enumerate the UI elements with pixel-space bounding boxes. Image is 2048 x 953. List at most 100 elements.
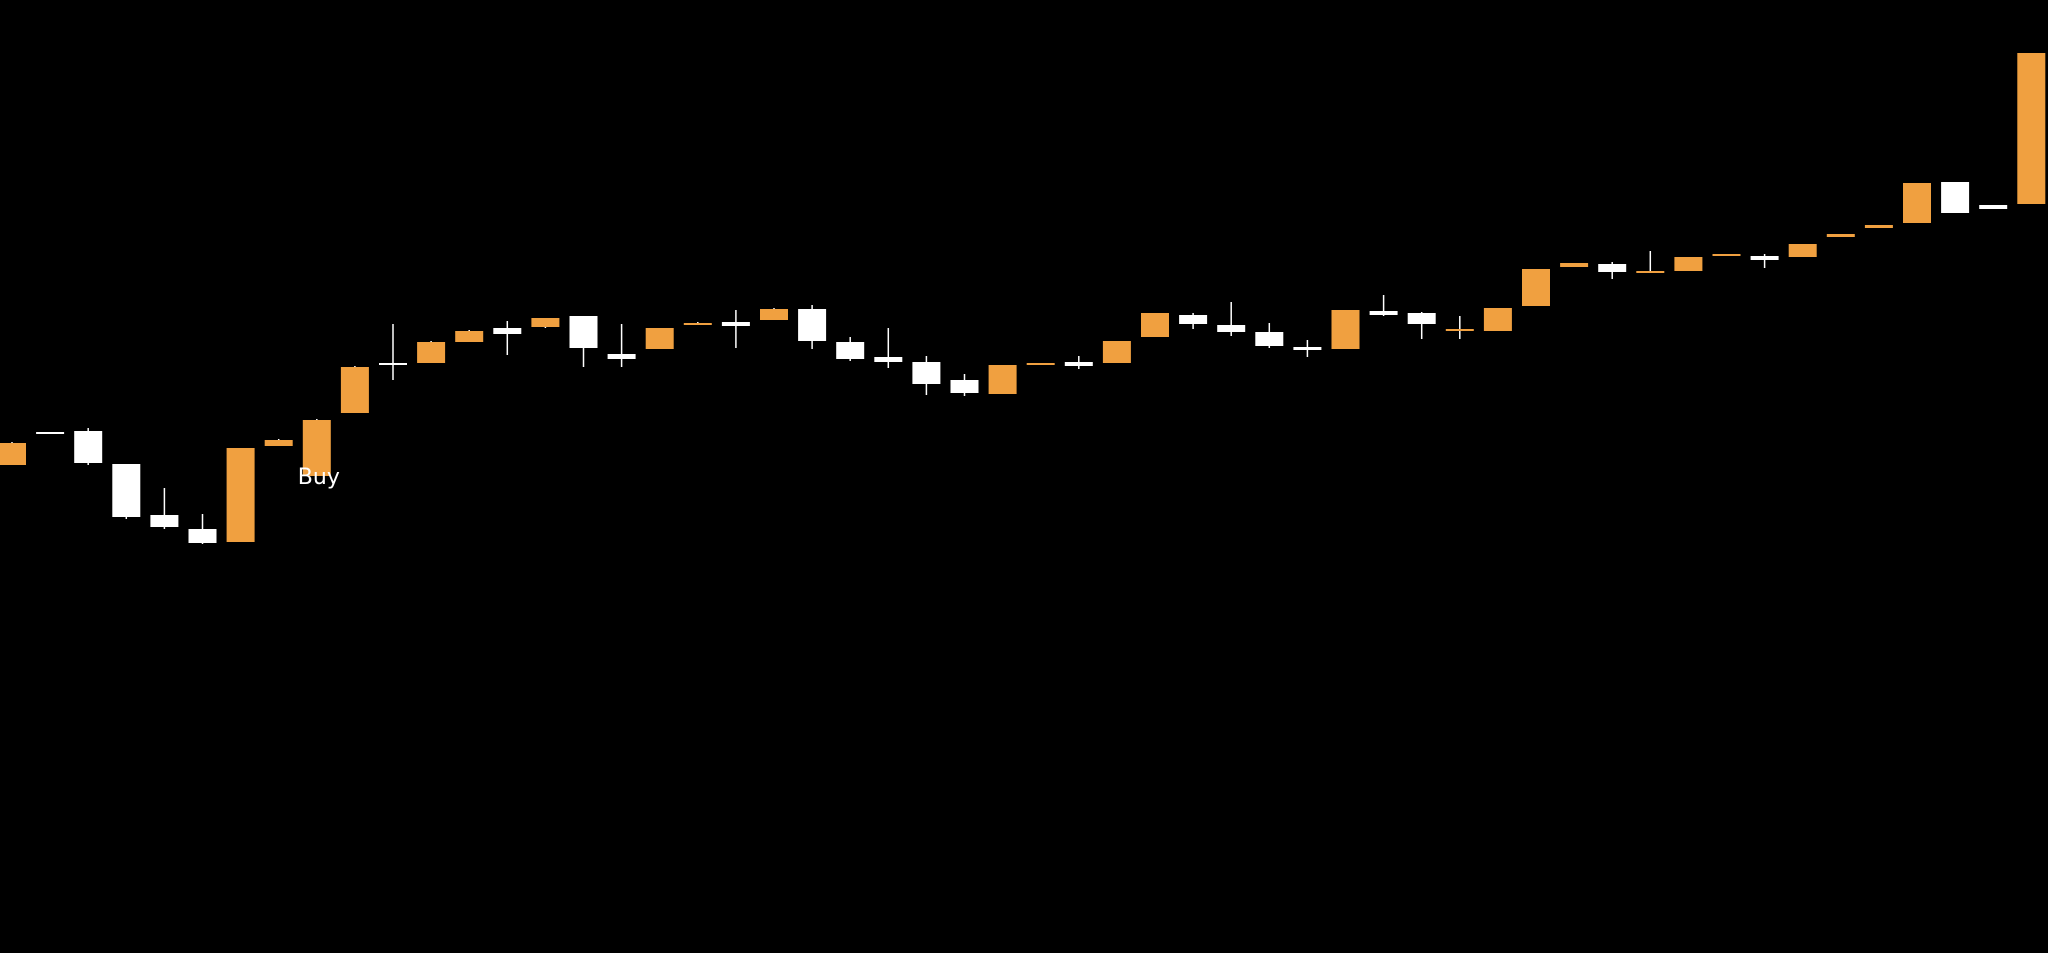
candle [1217, 302, 1246, 336]
candle [1560, 263, 1589, 267]
candle [1750, 254, 1779, 268]
candle [379, 324, 407, 380]
candle-body-up [340, 367, 369, 413]
candle [1064, 356, 1093, 369]
candle-body-up [1331, 310, 1360, 349]
candle-body-down [1217, 325, 1246, 332]
candle [150, 488, 179, 529]
candle-body-down [912, 362, 941, 384]
candle [1864, 225, 1893, 228]
candle-body-up [1483, 308, 1512, 331]
candle-body-up [417, 342, 446, 363]
candle-body-up [1522, 269, 1550, 306]
candle [493, 321, 522, 355]
candle-body-down [493, 328, 522, 334]
candle [1293, 340, 1322, 357]
candle [760, 308, 788, 320]
candle-body-down [836, 342, 865, 359]
candle-body-up [302, 420, 331, 476]
candle [188, 514, 217, 544]
candle-body-down [1255, 332, 1284, 346]
candle-body-down [950, 380, 979, 393]
candle [569, 316, 598, 367]
candle-body-up [531, 318, 560, 327]
candle [645, 328, 674, 349]
candle [340, 366, 369, 413]
candle-body-up [264, 440, 293, 446]
candle [1141, 313, 1169, 337]
candle-body-down [74, 431, 103, 463]
candle [988, 365, 1017, 394]
candle-body-up [645, 328, 674, 349]
candle [1674, 257, 1703, 271]
candle-body-up [226, 448, 255, 542]
candle-body-up [455, 331, 484, 342]
candle-body-down [1179, 315, 1208, 324]
candle-body-down [379, 363, 407, 365]
candle [798, 305, 827, 349]
candle [607, 324, 636, 367]
candle [721, 310, 750, 348]
candle-body-up [760, 309, 788, 320]
candle [836, 337, 865, 361]
candle-body-up [1826, 234, 1855, 237]
candle-body-down [1979, 205, 2008, 209]
candle-body-up [2017, 53, 2046, 204]
candle-body-down [1293, 347, 1322, 350]
candle-body-up [1674, 257, 1703, 271]
candle-body-down [569, 316, 598, 348]
candle-body-up [1636, 271, 1665, 273]
candle [302, 419, 331, 476]
candle-body-up [1026, 363, 1055, 365]
labels-layer: Buy [298, 465, 340, 490]
candle [1026, 363, 1055, 365]
candle-body-down [1064, 362, 1093, 366]
candle-body-down [1369, 311, 1398, 315]
candles-layer [0, 53, 2046, 544]
candle [1331, 310, 1360, 349]
candle [1407, 312, 1436, 339]
candle [1369, 295, 1398, 316]
candle-body-up [683, 323, 712, 325]
candle [1255, 323, 1284, 348]
candle-body-down [607, 354, 636, 359]
candle [874, 328, 903, 368]
candle-body-down [1407, 313, 1436, 324]
candle [417, 341, 446, 363]
candle [1483, 308, 1512, 331]
candle-body-down [150, 515, 179, 527]
candle [264, 439, 293, 446]
candle-body-up [1788, 244, 1817, 257]
candle [1179, 313, 1208, 329]
candle-body-up [1102, 341, 1131, 363]
candle [112, 464, 141, 519]
candle-body-up [1141, 313, 1169, 337]
candle-body-down [112, 464, 141, 517]
candle [455, 330, 484, 342]
candle [1788, 244, 1817, 257]
candle [1598, 262, 1627, 279]
candle-body-down [798, 309, 827, 341]
candle [36, 432, 65, 434]
candle [1979, 205, 2008, 209]
candle [683, 322, 712, 325]
candle-body-down [1598, 264, 1627, 272]
candle-body-up [1445, 329, 1474, 331]
candle-body-down [1941, 182, 1970, 213]
candle-body-down [721, 322, 750, 326]
candle [1522, 269, 1550, 306]
candle [1903, 183, 1931, 223]
candle [226, 448, 255, 542]
trade-annotation-label: Buy [298, 465, 340, 490]
candle-body-down [36, 432, 65, 434]
candle-body-down [874, 357, 903, 362]
candle [1941, 182, 1970, 213]
candle-body-up [0, 443, 26, 465]
candle [531, 318, 560, 328]
candle [950, 374, 979, 396]
candle-body-up [988, 365, 1017, 394]
candle-body-up [1712, 254, 1741, 256]
candle [2017, 53, 2046, 204]
